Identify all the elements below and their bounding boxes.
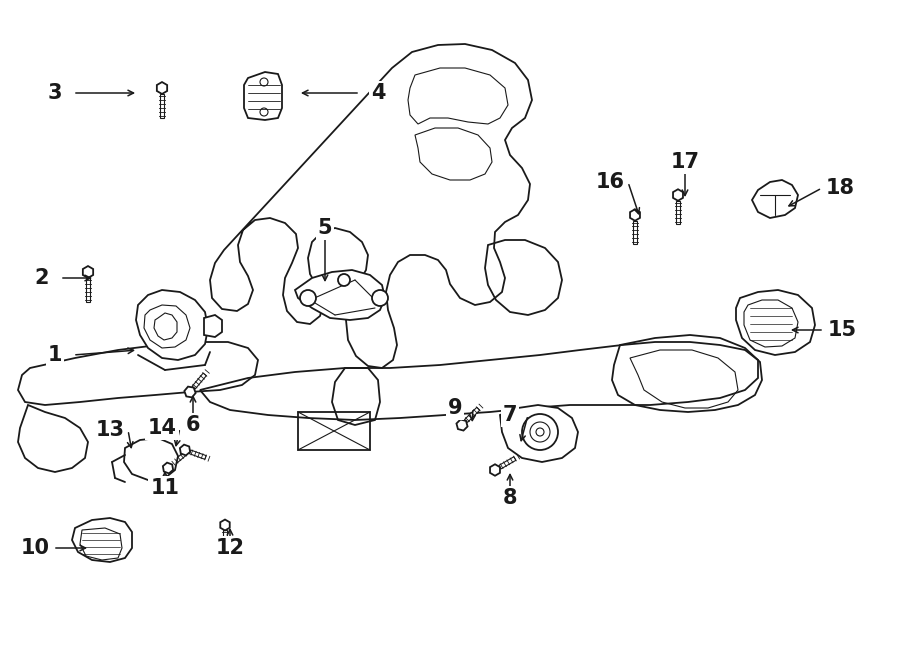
Polygon shape [124, 438, 178, 480]
Text: 1: 1 [48, 345, 62, 365]
Polygon shape [244, 72, 282, 120]
Circle shape [530, 422, 550, 442]
Circle shape [372, 290, 388, 306]
Text: 14: 14 [148, 418, 176, 438]
Circle shape [536, 428, 544, 436]
Text: 12: 12 [215, 538, 245, 558]
Polygon shape [171, 452, 186, 466]
Polygon shape [630, 209, 640, 220]
Polygon shape [736, 290, 815, 355]
Text: 11: 11 [150, 478, 179, 498]
Polygon shape [204, 315, 222, 337]
Polygon shape [295, 270, 385, 320]
Text: 2: 2 [35, 268, 50, 288]
Polygon shape [464, 407, 480, 422]
Polygon shape [490, 464, 500, 476]
Polygon shape [190, 450, 206, 459]
Circle shape [522, 414, 558, 450]
Text: 3: 3 [48, 83, 62, 103]
Polygon shape [72, 518, 132, 562]
FancyBboxPatch shape [633, 220, 637, 244]
Text: 9: 9 [447, 398, 463, 418]
Text: 16: 16 [596, 172, 625, 192]
Text: 13: 13 [95, 420, 124, 440]
Text: 5: 5 [318, 218, 332, 238]
Polygon shape [163, 463, 173, 473]
Polygon shape [456, 420, 467, 430]
Polygon shape [500, 405, 578, 462]
Text: 4: 4 [371, 83, 385, 103]
Polygon shape [136, 290, 208, 360]
Text: 10: 10 [21, 538, 50, 558]
Polygon shape [752, 180, 798, 218]
Text: 17: 17 [670, 152, 699, 172]
Circle shape [338, 274, 350, 286]
Circle shape [300, 290, 316, 306]
Text: 18: 18 [825, 178, 854, 198]
Polygon shape [83, 266, 94, 278]
Polygon shape [499, 457, 516, 469]
FancyBboxPatch shape [676, 201, 680, 224]
FancyBboxPatch shape [223, 530, 227, 552]
Text: 15: 15 [827, 320, 857, 340]
FancyBboxPatch shape [160, 94, 164, 118]
Polygon shape [157, 82, 167, 94]
Polygon shape [180, 445, 190, 455]
FancyBboxPatch shape [86, 278, 90, 302]
Text: 8: 8 [503, 488, 517, 508]
Polygon shape [220, 520, 230, 530]
Text: 7: 7 [503, 405, 517, 425]
Polygon shape [192, 373, 206, 389]
Text: 6: 6 [185, 415, 200, 435]
Polygon shape [184, 387, 195, 397]
Polygon shape [673, 189, 683, 201]
